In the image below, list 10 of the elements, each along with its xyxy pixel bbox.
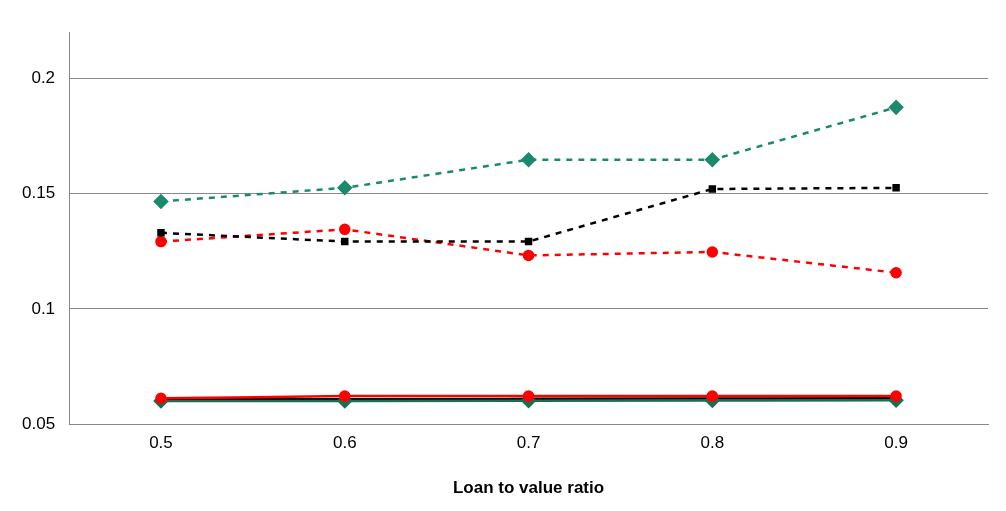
x-axis-title: Loan to value ratio [452, 478, 605, 498]
y-tick-label: 0.15 [21, 183, 56, 203]
x-tick-label: 0.7 [516, 433, 541, 453]
x-tick-label: 0.5 [149, 433, 173, 453]
y-tick-label: 0.05 [21, 413, 56, 433]
x-tick-label: 0.6 [332, 433, 357, 453]
x-tick-label: 0.9 [884, 433, 908, 453]
y-tick-label: 0.2 [31, 68, 56, 88]
x-tick-label: 0.8 [700, 433, 725, 453]
y-tick-label: 0.1 [31, 298, 56, 318]
